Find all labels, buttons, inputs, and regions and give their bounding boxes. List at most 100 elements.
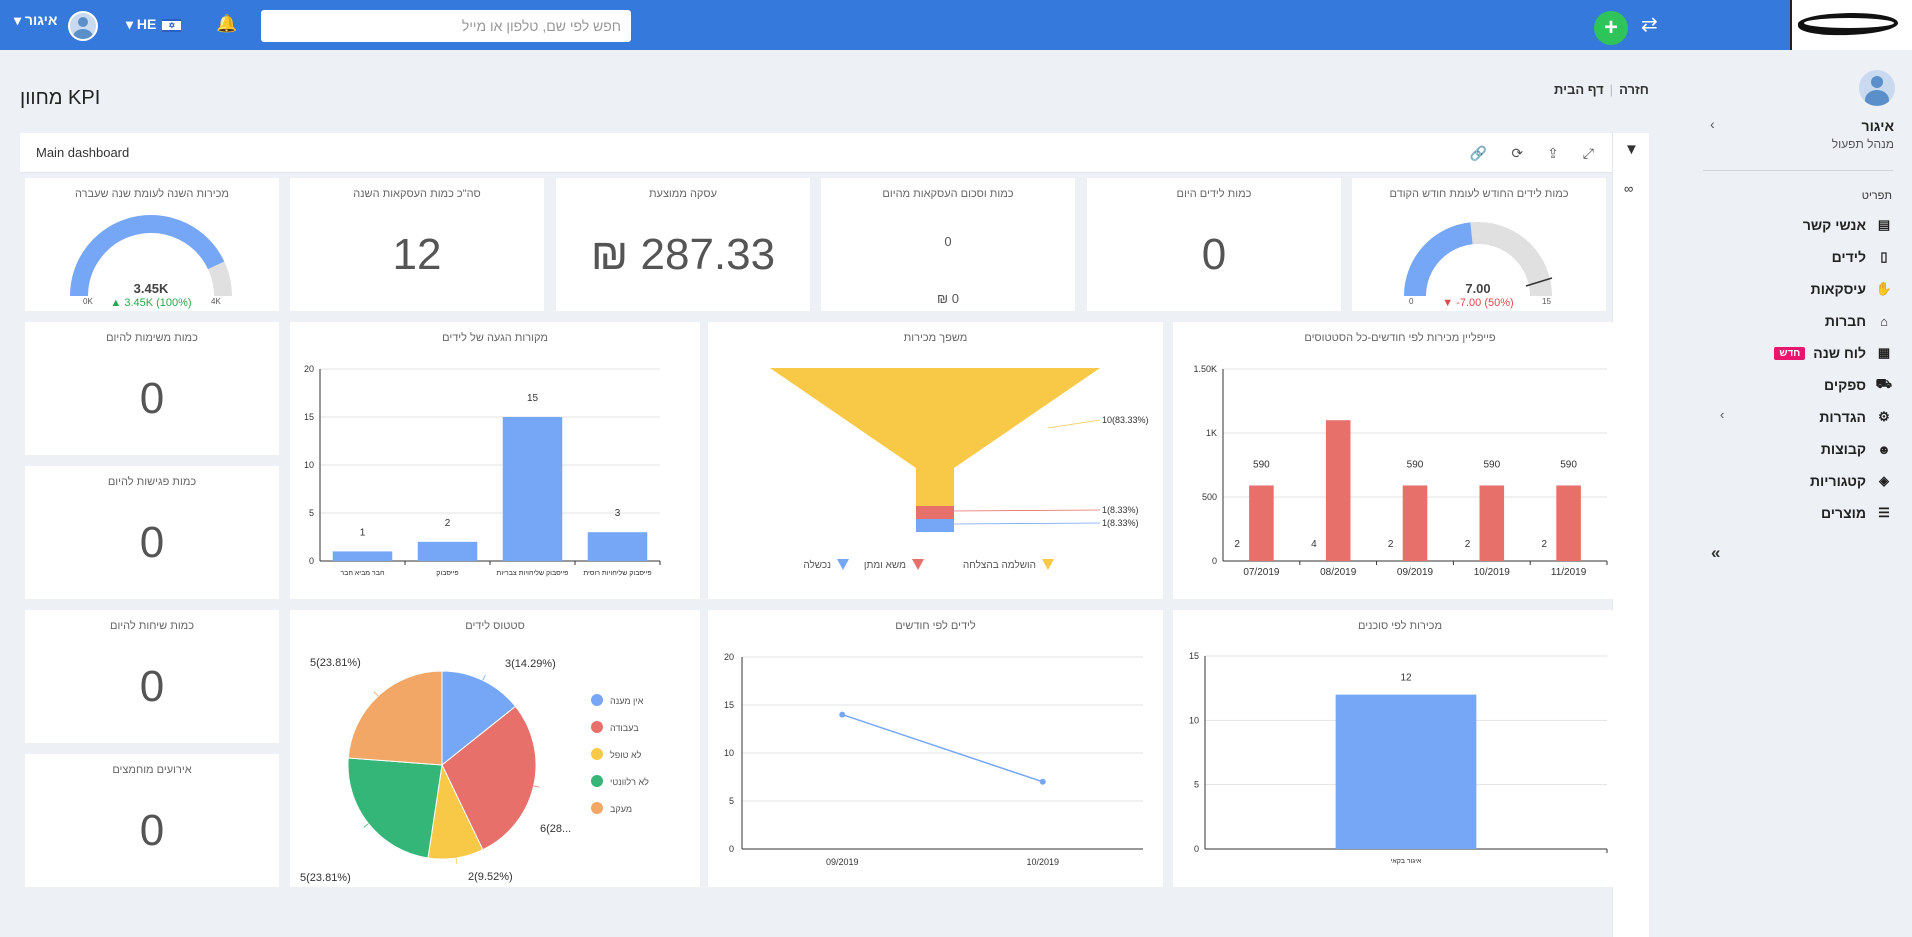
sidebar-item-label: חברות <box>1824 313 1866 329</box>
breadcrumb: חזרה|דף הבית <box>1554 82 1649 97</box>
leads-today-card: כמות לידים היום 0 <box>1087 178 1341 311</box>
y-tick-label: 500 <box>1202 492 1217 502</box>
chart-title: סטטוס לידים <box>465 620 525 632</box>
bar <box>1335 694 1477 849</box>
tasks-today-card: כמות משימות להיום 0 <box>25 322 279 455</box>
sidebar-item-calendar[interactable]: ▦ לוח שנה חדש <box>1774 343 1892 363</box>
breadcrumb-back[interactable]: חזרה <box>1619 82 1649 97</box>
page-title: מחוון KPI <box>20 87 101 109</box>
chevron-left-icon[interactable]: ‹ <box>1710 116 1715 132</box>
glasses-icon[interactable]: ∞ <box>1624 181 1634 196</box>
add-button[interactable]: + <box>1594 11 1628 45</box>
sidebar-user-name: איגור <box>1861 118 1895 134</box>
sidebar: ‹ איגור מנהל תפעול תפריט ▤ אנשי קשר ▯ לידי… <box>1700 50 1912 937</box>
sidebar-item-categories[interactable]: ◈ קטגוריות <box>1810 471 1892 491</box>
y-tick-label: 10 <box>724 748 734 758</box>
language-label: HE <box>136 16 157 32</box>
pie-label: 3(14.29%) <box>505 658 556 670</box>
dashboard-area: מכירות השנה לעומת שנה שעברה 3.45K ▲ 3.45… <box>20 174 1627 937</box>
funnel-stage <box>916 519 954 532</box>
funnel-label: 1(8.33%) <box>1102 505 1139 515</box>
pie-slice <box>441 705 537 851</box>
label-leader <box>363 823 369 828</box>
sidebar-avatar[interactable] <box>1859 70 1895 106</box>
legend-label: נכשלה <box>803 559 831 571</box>
gauge-leads-card: כמות לידים החודש לעומת חודש הקודם 7.00 ▼… <box>1352 178 1606 311</box>
x-tick-label: 08/2019 <box>1320 567 1357 578</box>
y-tick-label: 1.50K <box>1193 364 1217 374</box>
kpi-value: 0 <box>139 662 165 711</box>
bar <box>1249 485 1274 561</box>
chart-title: מכירות לפי סוכנים <box>1357 620 1443 632</box>
legend-label: מעקב <box>610 804 632 814</box>
users-icon: ☻ <box>1877 441 1891 457</box>
y-tick-label: 5 <box>309 508 314 518</box>
menu-title: תפריט <box>1861 190 1892 202</box>
filter-icon[interactable]: ▼ <box>1624 141 1639 158</box>
card-title: כמות משימות להיום <box>106 332 198 344</box>
collapse-sidebar-icon[interactable]: « <box>1711 543 1721 562</box>
breadcrumb-home[interactable]: דף הבית <box>1554 82 1604 97</box>
expand-icon[interactable]: ⤢ <box>1582 145 1594 161</box>
sidebar-item-products[interactable]: ☰ מוצרים <box>1821 503 1892 523</box>
language-selector[interactable]: ▾ HE ✡ <box>126 16 182 33</box>
y-tick-label: 20 <box>724 652 734 662</box>
lead-sources-chart: 0 5 10 15 20 חבר מביא חבר 1 פייסבוק 2 פייסבוק שלי… <box>304 364 661 577</box>
swap-icon[interactable]: ⇄ <box>1641 14 1658 36</box>
bar <box>502 417 563 561</box>
gauge-max: 4K <box>211 297 221 306</box>
lead-status-chart: 3(14.29%) 6(28... 2(9.52%) 5(23.81%) 5(23.81… <box>300 657 649 884</box>
calls-today-card: כמות שיחות להיום 0 <box>25 610 279 743</box>
x-tick-label: חבר מביא חבר <box>340 570 385 577</box>
count-label: 2 <box>1465 539 1471 550</box>
sales-funnel-chart-card: משפך מכירות 10(83.33%) 1(8.33%) 1(8.33%) הו… <box>708 322 1163 599</box>
kpi-value: 0 <box>139 374 165 423</box>
sales-gauge: 3.45K ▲ 3.45K (100%) 0K 4K <box>70 215 232 309</box>
funnel-stage <box>916 506 954 519</box>
gauge-min: 0K <box>83 297 93 306</box>
chevron-left-icon[interactable]: ‹ <box>1720 407 1725 422</box>
avatar[interactable] <box>68 11 98 41</box>
sidebar-item-label: קטגוריות <box>1810 473 1866 489</box>
count-label: 4 <box>1311 539 1317 550</box>
x-tick-label: 11/2019 <box>1551 567 1587 578</box>
link-icon[interactable]: 🔗 <box>1469 145 1488 161</box>
card-title: כמות לידים היום <box>1176 188 1252 200</box>
bar <box>587 532 648 561</box>
y-tick-label: 15 <box>1189 651 1199 661</box>
card-title: כמות לידים החודש לעומת חודש הקודם <box>1389 188 1569 200</box>
x-tick-label: 09/2019 <box>826 857 859 867</box>
export-icon[interactable]: ⇪ <box>1547 145 1559 161</box>
sidebar-item-settings[interactable]: ⚙ הגדרות <box>1819 407 1892 427</box>
sidebar-item-deals[interactable]: ✋ עיסקאות <box>1811 279 1892 299</box>
sidebar-item-suppliers[interactable]: ⛟ ספקים <box>1824 375 1892 395</box>
user-menu[interactable]: ▾ איגור <box>14 12 58 28</box>
x-tick-label: איגור בקאי <box>1391 858 1423 865</box>
truck-icon: ⛟ <box>1875 376 1892 391</box>
bell-icon[interactable]: 🔔 <box>216 14 238 33</box>
label-leader <box>482 674 486 681</box>
sidebar-item-label: הגדרות <box>1819 409 1866 425</box>
sidebar-item-companies[interactable]: ⌂ חברות <box>1825 311 1892 331</box>
search-input[interactable]: חפש לפי שם, טלפון או מייל <box>261 10 631 42</box>
sidebar-item-label: מוצרים <box>1820 505 1866 521</box>
bank-icon: ⌂ <box>1880 313 1888 329</box>
new-badge: חדש <box>1774 346 1806 360</box>
leads-by-month-chart: 0 5 10 15 20 09/2019 10/2019 <box>724 652 1143 867</box>
data-label: 2 <box>445 518 451 529</box>
data-label: 12 <box>1400 673 1412 684</box>
label-leader <box>953 509 1101 512</box>
bar <box>1402 485 1428 561</box>
kpi-value: 287.33 ₪ <box>590 230 776 279</box>
pie-slice <box>347 670 443 766</box>
refresh-icon[interactable]: ⟳ <box>1511 145 1524 161</box>
sidebar-item-contacts[interactable]: ▤ אנשי קשר <box>1803 215 1892 235</box>
deals-count-card: סה"כ כמות העסקאות השנה 12 <box>290 178 544 311</box>
gauge-delta: ▲ 3.45K (100%) <box>110 297 191 309</box>
sidebar-item-groups[interactable]: ☻ קבוצות <box>1821 439 1892 459</box>
gauge-delta: ▼ -7.00 (50%) <box>1442 297 1513 309</box>
sidebar-item-leads[interactable]: ▯ לידים <box>1832 247 1892 267</box>
calendar-icon: ▦ <box>1877 345 1891 360</box>
data-label: 590 <box>1560 459 1577 470</box>
sidebar-item-label: ספקים <box>1824 377 1866 393</box>
